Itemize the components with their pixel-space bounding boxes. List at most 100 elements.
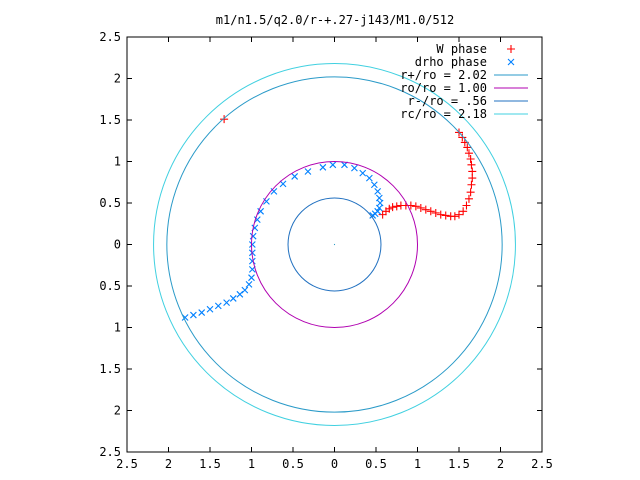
data-point (241, 286, 249, 294)
x-tick-label: 1.5 (448, 457, 470, 471)
data-point (291, 173, 299, 180)
y-tick-label: 2.5 (99, 445, 121, 459)
circle-mark (287, 197, 382, 292)
y-tick-label: 0.5 (99, 279, 121, 293)
data-point (229, 295, 237, 302)
data-point (388, 203, 397, 212)
y-tick-labels: 2.5 2 1.5 1 0.5 0 0.5 1 1.5 2 2.5 (99, 30, 121, 459)
data-point (249, 232, 257, 240)
circle-mark (153, 63, 516, 426)
data-point (214, 302, 222, 310)
data-point (431, 208, 440, 217)
x-tick-label: 1.5 (199, 457, 221, 471)
y-tick-label: 1 (114, 321, 121, 335)
data-point (411, 202, 420, 211)
data-point (279, 180, 287, 188)
data-point (464, 149, 473, 158)
data-point (450, 212, 459, 221)
data-point (458, 133, 467, 142)
x-tick-label: 0.5 (282, 457, 304, 471)
data-point (369, 212, 377, 219)
y-tick-label: 1 (114, 155, 121, 169)
data-point (467, 180, 476, 189)
y-tick-label: 2 (114, 404, 121, 418)
x-tick-label: 2 (497, 457, 504, 471)
data-point (253, 216, 261, 223)
tick-marks (126, 36, 543, 453)
x-tick-label: 2.5 (531, 457, 553, 471)
data-point (304, 168, 312, 175)
legend-label: r-/ro = .56 (408, 94, 487, 108)
x-tick-label: 1 (248, 457, 255, 471)
data-point (468, 167, 477, 176)
data-point (365, 174, 373, 182)
x-tick-label: 1 (414, 457, 421, 471)
series-2 (166, 76, 503, 413)
data-point (351, 164, 358, 172)
data-point (416, 203, 425, 212)
data-point (392, 202, 401, 211)
series-layer (153, 63, 516, 426)
x-tick-labels: 2.5 2 1.5 1 0.5 0 0.5 1 1.5 2 2.5 (116, 457, 553, 471)
data-point (459, 207, 468, 216)
y-tick-label: 2.5 (99, 30, 121, 44)
data-point (236, 290, 244, 298)
data-point (466, 155, 475, 164)
legend-label: drho phase (415, 55, 487, 69)
data-point (463, 143, 472, 152)
origin-point (333, 243, 336, 246)
data-point (466, 188, 475, 197)
circle-mark (166, 76, 503, 413)
data-point (455, 210, 463, 219)
legend-label: r+/ro = 2.02 (400, 68, 487, 82)
data-point (248, 274, 255, 282)
y-tick-label: 0.5 (99, 196, 121, 210)
legend-label: W phase (436, 42, 487, 56)
data-point (206, 305, 214, 313)
data-point (378, 210, 387, 219)
series-5 (153, 63, 516, 426)
y-tick-label: 2 (114, 72, 121, 86)
data-point (421, 205, 430, 214)
series-1 (181, 161, 384, 321)
data-point (359, 169, 367, 177)
legend-label: ro/ro = 1.00 (400, 81, 487, 95)
data-point (220, 115, 229, 124)
data-point (385, 204, 394, 213)
data-point (374, 187, 382, 195)
series-3 (251, 161, 418, 328)
data-point (375, 204, 383, 212)
data-point (270, 187, 278, 195)
legend-marker (507, 58, 515, 66)
data-point (245, 280, 253, 288)
data-point (190, 311, 197, 319)
data-point (370, 181, 378, 189)
data-point (248, 241, 256, 248)
data-point (426, 207, 435, 216)
legend-label: rc/ro = 2.18 (400, 107, 487, 121)
data-point (329, 161, 337, 169)
data-point (462, 201, 471, 210)
data-point (467, 160, 476, 169)
data-point (257, 207, 265, 215)
data-point (248, 257, 256, 265)
series-4 (287, 197, 382, 292)
x-tick-label: 2.5 (116, 457, 138, 471)
data-point (441, 211, 450, 220)
data-point (436, 210, 445, 219)
data-point (198, 309, 206, 316)
legend-marker (507, 45, 515, 53)
y-tick-label: 1.5 (99, 362, 121, 376)
data-point (464, 194, 473, 203)
data-point (319, 163, 327, 171)
data-point (223, 299, 230, 306)
circle-mark (251, 161, 418, 328)
y-tick-label: 0 (114, 238, 121, 252)
series-0 (220, 115, 477, 221)
y-tick-label: 1.5 (99, 113, 121, 127)
chart-title: m1/n1.5/q2.0/r-+.27-j143/M1.0/512 (216, 13, 454, 27)
x-tick-label: 0 (331, 457, 338, 471)
x-tick-label: 2 (165, 457, 172, 471)
